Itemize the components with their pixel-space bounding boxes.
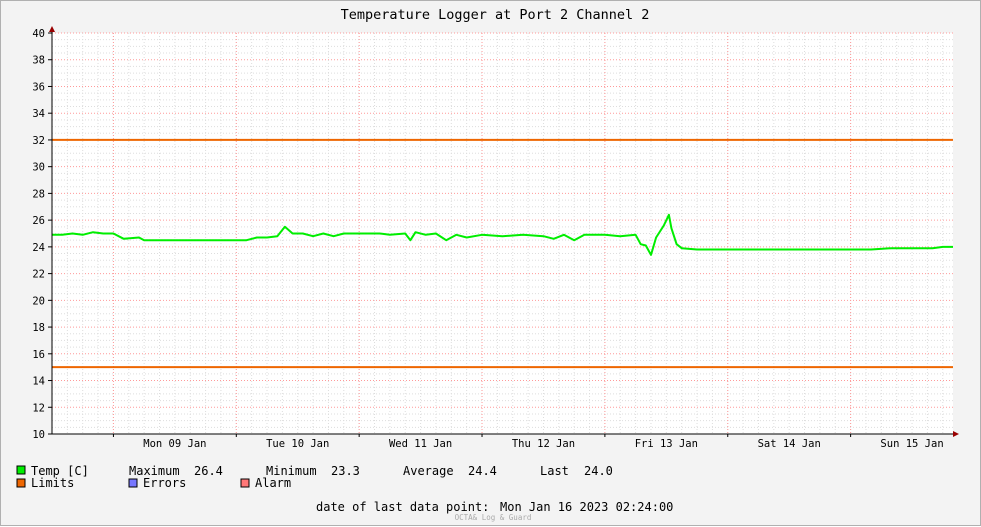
y-tick-label: 18 [32, 322, 45, 334]
x-axis-arrow [953, 431, 959, 437]
errors-legend-swatch [128, 478, 138, 488]
minimum-value: 23.3 [331, 464, 360, 478]
last-value: 24.0 [584, 464, 613, 478]
minimum-label: Minimum [266, 464, 317, 478]
series [52, 213, 953, 256]
y-tick-label: 24 [32, 242, 45, 254]
y-tick-label: 10 [32, 429, 45, 441]
y-tick-label: 26 [32, 215, 45, 227]
y-tick-label: 22 [32, 269, 45, 281]
x-tick-label: Thu 12 Jan [512, 438, 575, 450]
y-tick-label: 14 [32, 376, 45, 388]
limits-legend-swatch [16, 478, 26, 488]
limits-legend-label: Limits [31, 476, 74, 490]
temp-legend-label: Temp [C] [31, 464, 89, 478]
x-tick-label: Mon 09 Jan [143, 438, 206, 450]
grid [51, 32, 953, 434]
last-data-point-value: Mon Jan 16 2023 02:24:00 [500, 500, 673, 514]
axes [49, 26, 959, 437]
y-tick-label: 28 [32, 188, 45, 200]
y-tick-label: 40 [32, 28, 45, 40]
y-axis-arrow [49, 26, 55, 32]
y-tick-label: 12 [32, 402, 45, 414]
last-data-point-label: date of last data point: [316, 500, 489, 514]
watermark: OCTA& Log & Guard [455, 513, 532, 522]
y-tick-label: 32 [32, 135, 45, 147]
y-tick-label: 30 [32, 162, 45, 174]
alarm-legend-label: Alarm [255, 476, 291, 490]
maximum-label: Maximum [129, 464, 180, 478]
y-tick-label: 36 [32, 81, 45, 93]
y-tick-label: 38 [32, 55, 45, 67]
x-tick-label: Sat 14 Jan [758, 438, 821, 450]
temperature-series-line [52, 213, 953, 256]
average-label: Average [403, 464, 454, 478]
average-value: 24.4 [468, 464, 497, 478]
x-tick-label: Sun 15 Jan [880, 438, 943, 450]
x-axis-ticks: Mon 09 Jan Tue 10 Jan Wed 11 Jan Thu 12 Jan… [112, 434, 944, 450]
alarm-legend-swatch [240, 478, 250, 488]
x-tick-label: Tue 10 Jan [266, 438, 329, 450]
last-label: Last [540, 464, 569, 478]
limit-lines [52, 138, 953, 369]
y-tick-label: 34 [32, 108, 45, 120]
x-tick-label: Fri 13 Jan [635, 438, 698, 450]
y-tick-label: 20 [32, 295, 45, 307]
y-axis-ticks: 10 12 14 16 18 20 22 24 26 28 30 32 34 36 38 40 [32, 28, 52, 441]
y-tick-label: 16 [32, 349, 45, 361]
maximum-value: 26.4 [194, 464, 223, 478]
temp-legend-swatch [16, 465, 26, 475]
x-tick-label: Wed 11 Jan [389, 438, 452, 450]
chart-title: Temperature Logger at Port 2 Channel 2 [341, 7, 650, 23]
errors-legend-label: Errors [143, 476, 186, 490]
